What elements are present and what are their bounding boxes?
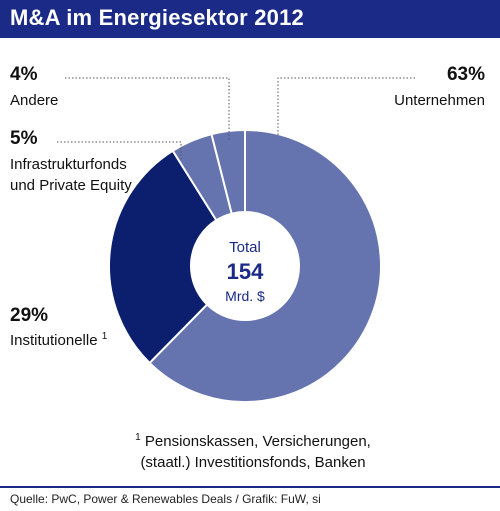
bottom-rule — [0, 486, 500, 488]
andere-name: Andere — [10, 92, 59, 109]
leader-line-infra — [57, 141, 182, 161]
leader-line-unternehmen — [277, 77, 415, 135]
footnote-line1: 1 Pensionskassen, Versicherungen, — [118, 431, 388, 452]
andere-pct: 4% — [10, 64, 38, 85]
source-line: Quelle: PwC, Power & Renewables Deals / … — [10, 492, 321, 506]
donut-slice-unternehmen — [148, 128, 382, 403]
infra-name-line1: Infrastrukturfonds — [10, 156, 127, 173]
institutionelle-label: Institutionelle 1 — [10, 331, 107, 350]
donut-center: Total 154 Mrd. $ — [200, 236, 290, 308]
unternehmen-pct: 63% — [446, 64, 485, 85]
footnote-text1: Pensionskassen, Versicherungen, — [144, 433, 371, 450]
institutionelle-pct: 29% — [10, 305, 49, 326]
donut-slice-andere — [210, 128, 246, 215]
footnote-line2: (staatl.) Investitionsfonds, Banken — [140, 454, 366, 471]
donut-slices — [108, 128, 382, 403]
chart-title: M&A im Energiesektor 2012 — [10, 5, 304, 30]
unternehmen-name: Unternehmen — [394, 92, 485, 109]
donut-hole — [192, 213, 298, 319]
infra-pct: 5% — [10, 128, 38, 149]
center-total-label: Total — [229, 239, 261, 256]
title-bar: M&A im Energiesektor 2012 — [0, 0, 500, 38]
institutionelle-footnote-marker: 1 — [101, 331, 108, 342]
donut-slice-institutionelle — [108, 149, 218, 365]
footnote: 1 Pensionskassen, Versicherungen, (staat… — [118, 431, 388, 473]
center-total-unit: Mrd. $ — [225, 288, 265, 304]
institutionelle-name: Institutionelle — [10, 332, 98, 349]
leader-lines — [57, 77, 415, 161]
infra-name-line2: und Private Equity — [10, 177, 132, 194]
center-total-value: 154 — [226, 259, 264, 284]
leader-line-andere — [65, 77, 230, 141]
footnote-marker: 1 — [135, 432, 141, 443]
